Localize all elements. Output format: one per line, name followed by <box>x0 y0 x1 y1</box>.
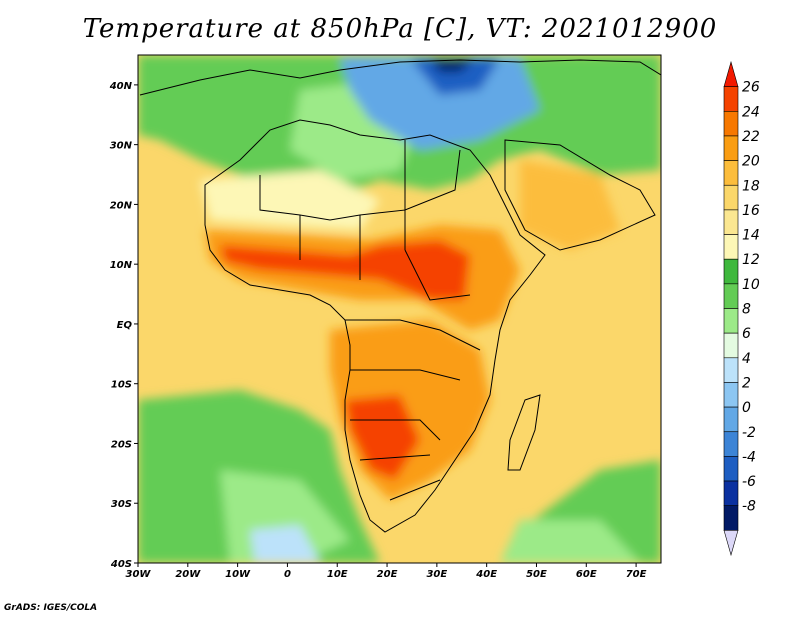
colorbar-swatch <box>723 332 739 359</box>
lat-axis: 40N 30N 20N 10N EQ 10S 20S 30S 40S <box>109 81 138 570</box>
border-3 <box>299 215 471 301</box>
field-satl-blue <box>250 525 320 563</box>
colorbar-swatch <box>723 505 739 531</box>
colorbar-bottom-arrow <box>723 530 739 557</box>
colorbar-label: 22 <box>742 129 760 145</box>
field-sind-light <box>500 520 640 563</box>
credit-text: GrADS: IGES/COLA <box>4 603 98 613</box>
lon-tick-label: 30E <box>426 569 447 580</box>
field-cold-dark <box>410 58 500 95</box>
colorbar-swatch <box>723 111 739 137</box>
colorbar-label: 12 <box>742 252 760 268</box>
lat-tick-label: 40N <box>109 81 133 92</box>
colorbar-swatch <box>723 209 739 235</box>
colorbar-swatch <box>723 456 739 482</box>
lon-tick-label: 10E <box>327 569 348 580</box>
colorbar-swatch <box>723 480 739 506</box>
lon-tick-label: 30W <box>126 569 152 580</box>
colorbar-label: 14 <box>742 228 760 244</box>
colorbar-label: -2 <box>742 425 756 441</box>
colorbar-swatch <box>723 160 739 186</box>
colorbar-swatch <box>723 283 739 309</box>
coastlines-borders <box>139 59 661 533</box>
colorbar-label: 8 <box>742 302 751 318</box>
lon-tick-label: 0 <box>284 569 291 580</box>
lat-tick-label: 40S <box>110 559 132 570</box>
field-cold-darkest <box>430 58 475 72</box>
colorbar-label: 6 <box>742 326 751 342</box>
colorbar-label: 2 <box>742 375 751 391</box>
temperature-field <box>138 55 661 563</box>
lon-tick-label: 70E <box>626 569 647 580</box>
field-south-hot <box>345 395 420 480</box>
colorbar-label: 4 <box>742 351 751 367</box>
colorbar-label: 16 <box>742 203 760 219</box>
colorbar-label: 10 <box>742 277 760 293</box>
lat-tick-label: 30N <box>110 141 133 152</box>
colorbar-swatch <box>723 258 739 285</box>
lat-tick-label: 20S <box>111 439 132 450</box>
lat-tick-label: EQ <box>117 320 133 331</box>
colorbar-label: 26 <box>742 80 760 96</box>
colorbar-swatch <box>723 86 739 112</box>
colorbar-label: 18 <box>742 178 760 194</box>
field-arabia-orange <box>520 160 620 250</box>
lon-tick-label: 20E <box>377 569 398 580</box>
border-2 <box>404 140 461 211</box>
colorbar-label: 0 <box>742 400 751 416</box>
border-4 <box>345 319 481 381</box>
colorbar-label: -8 <box>742 499 756 515</box>
colorbar-top-arrow <box>723 60 739 87</box>
africa-coastline <box>204 119 546 533</box>
europe-coastline <box>139 59 661 96</box>
colorbar-swatch <box>723 184 739 211</box>
colorbar-swatch <box>723 308 739 334</box>
madagascar-coastline <box>507 394 541 471</box>
plot-frame <box>137 54 662 564</box>
arabia-coastline <box>504 139 656 251</box>
colorbar-swatch <box>723 135 739 161</box>
map-title: Temperature at 850hPa [C], VT: 202101290… <box>82 14 718 44</box>
lon-tick-label: 40E <box>475 569 497 580</box>
lon-axis: 30W 20W 10W 0 10E 20E 30E 40E 50E 60E 70E <box>126 563 647 580</box>
colorbar-swatch <box>723 382 739 408</box>
colorbar-label: -4 <box>742 449 756 465</box>
colorbar-label: 20 <box>742 154 760 170</box>
lat-tick-label: 10N <box>110 260 133 271</box>
lon-tick-label: 50E <box>526 569 547 580</box>
field-cold-blue <box>340 58 540 150</box>
colorbar-swatch <box>723 406 739 433</box>
colorbar-swatch <box>723 357 739 383</box>
field-west-light <box>200 170 380 230</box>
colorbar-label: -6 <box>742 474 756 490</box>
lat-tick-label: 10S <box>111 380 132 391</box>
lon-tick-label: 10W <box>225 569 251 580</box>
lat-tick-label: 20N <box>110 200 133 211</box>
border-5 <box>350 419 441 501</box>
lon-tick-label: 60E <box>576 569 597 580</box>
colorbar-swatch <box>723 234 739 260</box>
lon-tick-label: 20W <box>175 569 201 580</box>
lat-tick-label: 30S <box>111 499 132 510</box>
colorbar-label: 24 <box>742 104 760 120</box>
colorbar-swatch <box>723 431 739 457</box>
